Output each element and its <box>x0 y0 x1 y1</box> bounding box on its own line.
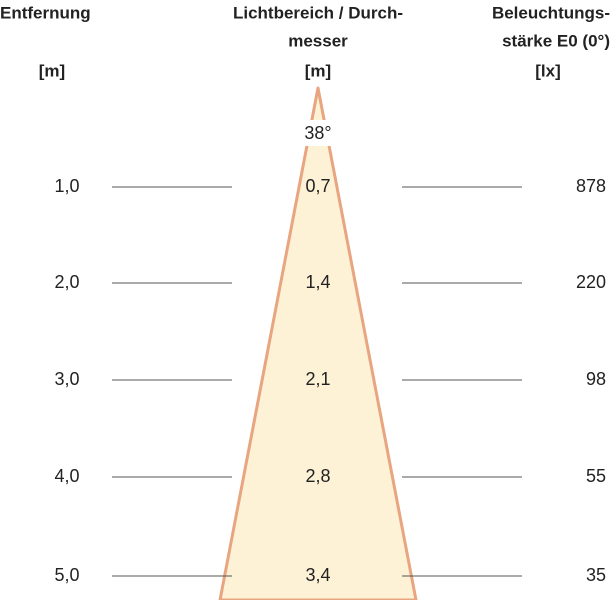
column-header: messer <box>288 31 348 50</box>
diameter-value: 1,4 <box>305 272 330 292</box>
column-header: [lx] <box>535 61 561 80</box>
diameter-value: 0,7 <box>305 176 330 196</box>
distance-value: 3,0 <box>54 369 79 389</box>
diameter-value: 2,8 <box>305 466 330 486</box>
illuminance-value: 98 <box>586 369 606 389</box>
distance-value: 1,0 <box>54 176 79 196</box>
diameter-value: 2,1 <box>305 369 330 389</box>
column-header: stärke E0 (0°) <box>502 31 610 50</box>
illuminance-value: 878 <box>576 176 606 196</box>
distance-value: 5,0 <box>54 565 79 585</box>
column-header: [m] <box>39 61 65 80</box>
column-header: Lichtbereich / Durch- <box>233 3 403 22</box>
illuminance-value: 55 <box>586 466 606 486</box>
column-header: Entfernung <box>0 3 91 22</box>
light-cone <box>218 86 418 600</box>
column-header: [m] <box>305 61 331 80</box>
beam-angle: 38° <box>304 123 331 143</box>
distance-value: 2,0 <box>54 272 79 292</box>
angle-label-bg <box>298 120 338 146</box>
illuminance-value: 220 <box>576 272 606 292</box>
distance-value: 4,0 <box>54 466 79 486</box>
illuminance-value: 35 <box>586 565 606 585</box>
diameter-value: 3,4 <box>305 565 330 585</box>
column-header: Beleuchtungs- <box>492 3 610 22</box>
